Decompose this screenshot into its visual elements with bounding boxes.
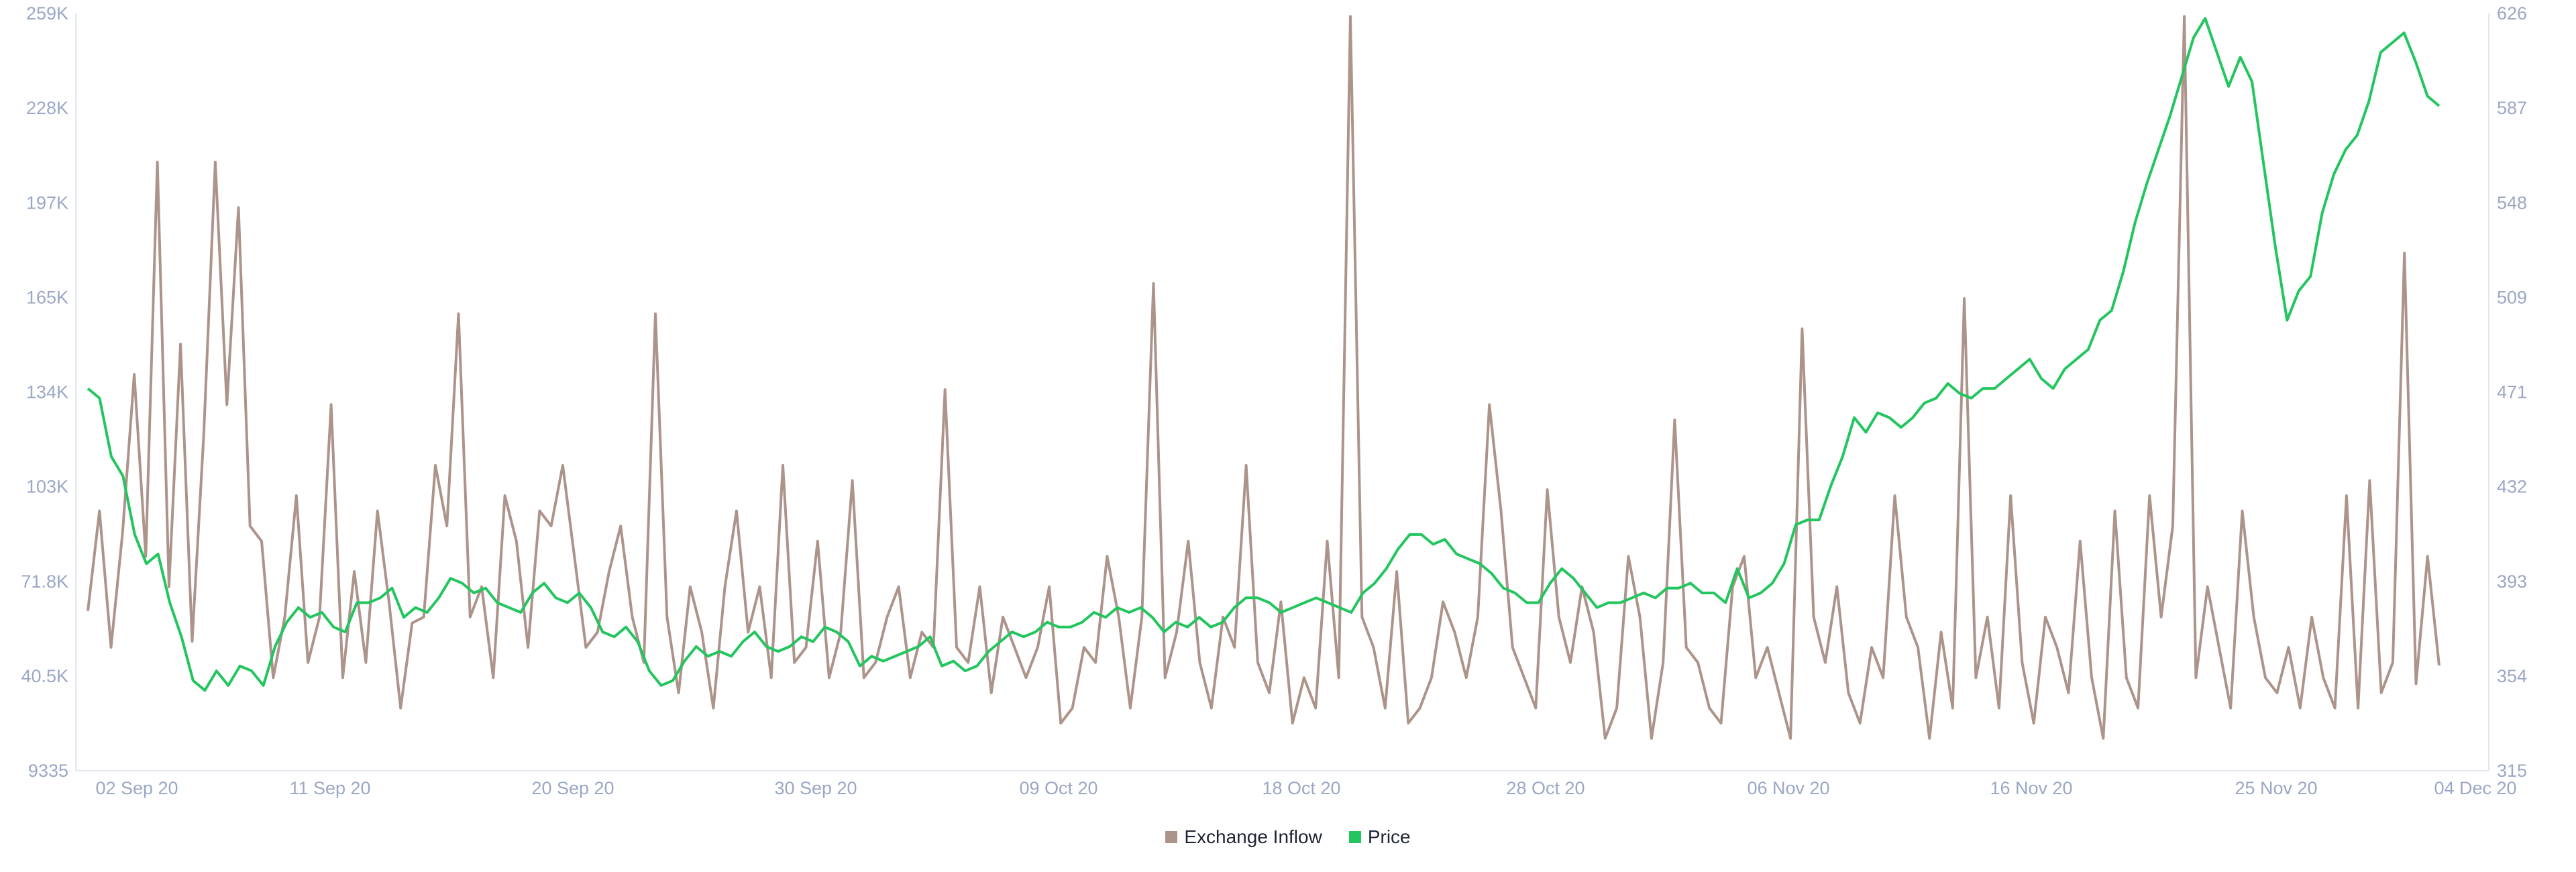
right-y-axis-labels: 626 587 548 509 471 432 393 354 315 — [2497, 3, 2527, 781]
legend-swatch-exchange-inflow — [1165, 831, 1178, 843]
y-left-tick-label: 134K — [26, 382, 68, 402]
legend-item-price[interactable]: Price — [1348, 826, 1411, 848]
price-line — [87, 17, 2440, 692]
x-tick-label: 18 Oct 20 — [1262, 778, 1340, 798]
x-axis-labels: 02 Sep 20 11 Sep 20 20 Sep 20 30 Sep 20 09 O… — [95, 778, 2516, 798]
y-right-tick-label: 471 — [2497, 382, 2527, 402]
y-right-tick-label: 393 — [2497, 571, 2527, 592]
x-tick-label: 02 Sep 20 — [95, 778, 178, 798]
exchange-inflow-line — [87, 15, 2440, 740]
legend-swatch-price — [1348, 831, 1361, 843]
x-tick-label: 04 Dec 20 — [2434, 778, 2516, 798]
x-tick-label: 09 Oct 20 — [1019, 778, 1097, 798]
y-left-tick-label: 165K — [26, 287, 68, 307]
legend-label-price: Price — [1367, 826, 1411, 847]
x-tick-label: 06 Nov 20 — [1747, 778, 1829, 798]
y-left-tick-label: 228K — [26, 98, 68, 118]
y-right-tick-label: 626 — [2497, 3, 2527, 23]
legend: Exchange Inflow Price — [0, 826, 2576, 848]
x-tick-label: 20 Sep 20 — [531, 778, 614, 798]
y-right-tick-label: 315 — [2497, 761, 2527, 781]
y-right-tick-label: 354 — [2497, 666, 2527, 686]
left-y-axis-labels: 259K 228K 197K 165K 134K 103K 71.8K 40.5K 9335 — [21, 3, 68, 781]
y-right-tick-label: 509 — [2497, 287, 2527, 307]
x-tick-label: 11 Sep 20 — [289, 778, 370, 798]
y-left-tick-label: 259K — [26, 3, 68, 23]
x-tick-label: 28 Oct 20 — [1506, 778, 1585, 798]
x-tick-label: 25 Nov 20 — [2235, 778, 2317, 798]
y-left-tick-label: 103K — [26, 477, 68, 497]
y-left-tick-label: 40.5K — [21, 666, 68, 686]
y-left-tick-label: 197K — [26, 193, 68, 213]
y-left-tick-label: 71.8K — [21, 571, 68, 592]
y-right-tick-label: 587 — [2497, 98, 2527, 118]
x-tick-label: 30 Sep 20 — [774, 778, 857, 798]
y-right-tick-label: 548 — [2497, 193, 2527, 213]
y-right-tick-label: 432 — [2497, 477, 2527, 497]
y-left-tick-label: 9335 — [28, 761, 68, 781]
x-tick-label: 16 Nov 20 — [1990, 778, 2072, 798]
legend-item-exchange-inflow[interactable]: Exchange Inflow — [1165, 826, 1322, 848]
legend-label-exchange-inflow: Exchange Inflow — [1184, 826, 1322, 847]
